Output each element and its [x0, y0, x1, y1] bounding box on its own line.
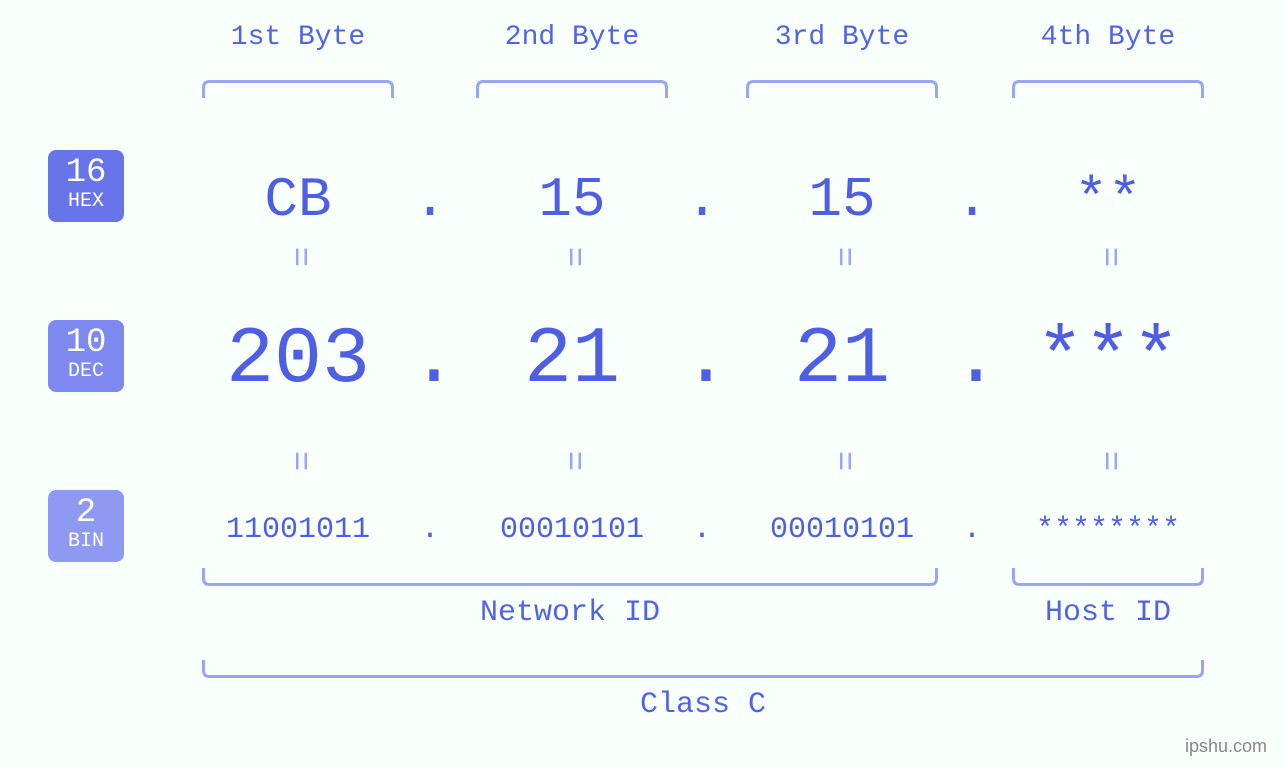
- equals-r1-c3: =: [823, 237, 861, 277]
- dec-row: 203.21.21.***: [186, 320, 1246, 400]
- bin-byte-3: 00010101: [712, 513, 972, 547]
- equals-r1-c1: =: [279, 237, 317, 277]
- equals-r2-c2: =: [553, 441, 591, 481]
- byte-label-3: 3rd Byte: [712, 22, 972, 53]
- bin-byte-1: 11001011: [168, 513, 428, 547]
- top-bracket-3: [746, 80, 938, 101]
- base-badge-dec-num: 10: [48, 326, 124, 360]
- hex-byte-2: 15: [442, 168, 702, 232]
- equals-r2-c4: =: [1089, 441, 1127, 481]
- class-bracket: [202, 660, 1204, 681]
- byte-label-1: 1st Byte: [168, 22, 428, 53]
- equals-r2-c1: =: [279, 441, 317, 481]
- base-badge-hex-num: 16: [48, 156, 124, 190]
- base-badge-dec-label: DEC: [48, 362, 124, 382]
- class-label: Class C: [202, 688, 1204, 722]
- host-id-bracket: [1012, 568, 1204, 589]
- hex-row: CB.15.15.**: [186, 160, 1246, 240]
- base-badge-hex: 16HEX: [48, 150, 124, 222]
- base-badge-hex-label: HEX: [48, 192, 124, 212]
- bin-byte-4: ********: [978, 513, 1238, 547]
- base-badge-dec: 10DEC: [48, 320, 124, 392]
- base-badge-bin: 2BIN: [48, 490, 124, 562]
- equals-r1-c4: =: [1089, 237, 1127, 277]
- hex-byte-4: **: [978, 168, 1238, 232]
- top-bracket-2: [476, 80, 668, 101]
- top-bracket-1: [202, 80, 394, 101]
- byte-label-2: 2nd Byte: [442, 22, 702, 53]
- bin-row: 11001011.00010101.00010101.********: [186, 490, 1246, 570]
- network-id-bracket: [202, 568, 938, 589]
- equals-r1-c2: =: [553, 237, 591, 277]
- network-id-label: Network ID: [202, 596, 938, 630]
- bin-byte-2: 00010101: [442, 513, 702, 547]
- base-badge-bin-num: 2: [48, 496, 124, 530]
- dec-byte-4: ***: [978, 315, 1238, 406]
- byte-label-4: 4th Byte: [978, 22, 1238, 53]
- dec-byte-3: 21: [712, 315, 972, 406]
- dec-byte-1: 203: [168, 315, 428, 406]
- host-id-label: Host ID: [1012, 596, 1204, 630]
- dec-byte-2: 21: [442, 315, 702, 406]
- top-bracket-4: [1012, 80, 1204, 101]
- watermark: ipshu.com: [1185, 736, 1267, 757]
- base-badge-bin-label: BIN: [48, 532, 124, 552]
- hex-byte-1: CB: [168, 168, 428, 232]
- equals-r2-c3: =: [823, 441, 861, 481]
- hex-byte-3: 15: [712, 168, 972, 232]
